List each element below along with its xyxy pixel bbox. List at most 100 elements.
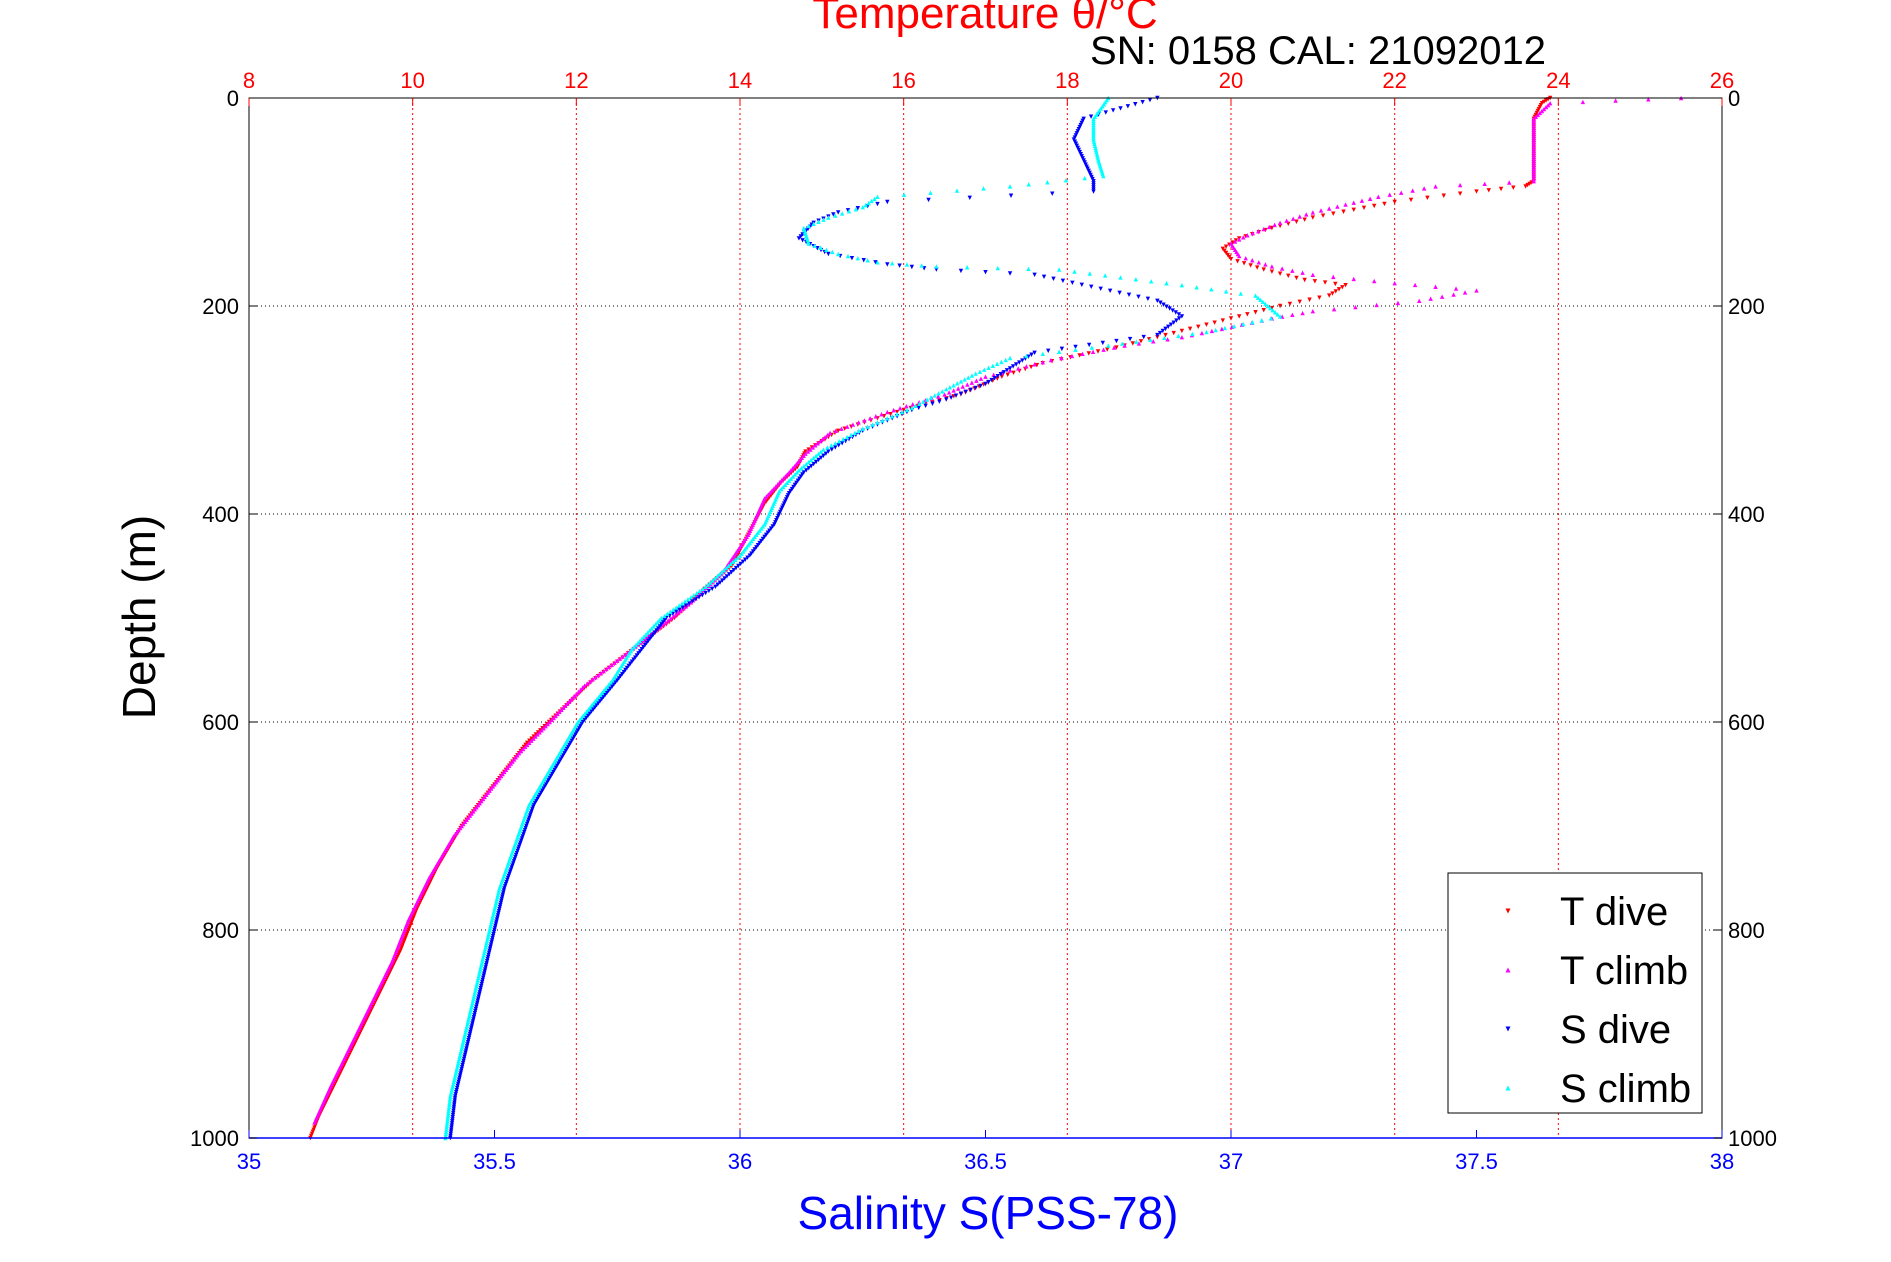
data-point bbox=[901, 192, 907, 197]
data-point bbox=[1098, 286, 1103, 291]
data-point bbox=[875, 420, 880, 425]
data-point bbox=[804, 461, 809, 467]
data-point bbox=[1222, 325, 1228, 331]
data-point bbox=[1194, 285, 1199, 290]
data-point bbox=[728, 561, 734, 567]
data-point bbox=[1248, 263, 1253, 268]
data-point bbox=[444, 1121, 450, 1126]
data-point bbox=[685, 597, 691, 602]
data-point bbox=[775, 482, 780, 487]
data-point bbox=[1451, 292, 1456, 297]
data-point bbox=[1007, 271, 1013, 276]
data-point bbox=[677, 607, 682, 612]
data-point bbox=[705, 582, 711, 587]
data-point bbox=[964, 265, 970, 270]
data-point bbox=[1008, 193, 1014, 198]
data-point bbox=[1236, 253, 1242, 259]
data-point bbox=[855, 206, 861, 211]
data-point bbox=[1010, 364, 1016, 369]
data-point bbox=[1287, 301, 1293, 307]
data-point bbox=[1253, 293, 1258, 298]
data-point bbox=[1269, 269, 1275, 274]
data-point bbox=[445, 1115, 451, 1120]
data-point bbox=[733, 565, 739, 571]
data-point bbox=[937, 399, 942, 404]
data-point bbox=[875, 194, 880, 199]
top-tick-label: 10 bbox=[400, 68, 424, 93]
data-point bbox=[946, 390, 952, 395]
data-point bbox=[1041, 274, 1047, 279]
data-point bbox=[722, 576, 727, 581]
data-point bbox=[1204, 329, 1209, 335]
data-point bbox=[1174, 318, 1179, 323]
data-point bbox=[913, 403, 918, 409]
data-point bbox=[831, 212, 836, 217]
data-point bbox=[1261, 226, 1266, 232]
data-point bbox=[1103, 110, 1108, 115]
data-point bbox=[683, 603, 689, 608]
data-point bbox=[812, 243, 817, 248]
y-tick-label-right: 200 bbox=[1728, 294, 1765, 319]
data-point bbox=[599, 690, 605, 696]
data-point bbox=[1059, 355, 1064, 361]
data-point bbox=[1082, 175, 1087, 181]
data-point bbox=[1024, 353, 1029, 359]
data-point bbox=[808, 457, 814, 463]
data-point bbox=[840, 436, 846, 442]
data-point bbox=[1525, 182, 1530, 188]
data-point bbox=[1297, 214, 1302, 219]
data-point bbox=[1212, 320, 1217, 325]
data-point bbox=[904, 262, 910, 267]
data-point bbox=[981, 186, 986, 191]
data-point bbox=[1105, 347, 1110, 352]
data-point bbox=[827, 430, 833, 436]
data-point bbox=[1045, 180, 1050, 185]
data-point bbox=[804, 468, 809, 473]
data-point bbox=[647, 628, 652, 633]
y-tick-label-left: 200 bbox=[202, 294, 239, 319]
data-point bbox=[818, 449, 824, 454]
data-point bbox=[587, 679, 593, 684]
data-point bbox=[444, 1127, 449, 1132]
data-point bbox=[962, 377, 967, 382]
data-point bbox=[1351, 276, 1356, 282]
data-point bbox=[956, 386, 961, 391]
data-point bbox=[806, 241, 811, 246]
data-point bbox=[1167, 306, 1172, 311]
top-tick-label: 24 bbox=[1546, 68, 1570, 93]
data-point bbox=[686, 602, 691, 607]
bottom-tick-label: 36 bbox=[728, 1149, 752, 1174]
data-point bbox=[696, 595, 702, 600]
data-point bbox=[897, 405, 903, 411]
data-point bbox=[1020, 358, 1025, 363]
data-point bbox=[535, 732, 540, 737]
data-point bbox=[606, 664, 612, 670]
data-point bbox=[1130, 341, 1135, 346]
data-point bbox=[1310, 210, 1316, 215]
data-point bbox=[1408, 197, 1414, 203]
data-point bbox=[610, 678, 615, 683]
data-point bbox=[1059, 346, 1065, 352]
data-point bbox=[595, 673, 601, 678]
data-point bbox=[1486, 188, 1491, 193]
data-point bbox=[936, 394, 941, 399]
data-point bbox=[1297, 299, 1302, 305]
data-point bbox=[816, 451, 821, 456]
data-point bbox=[788, 468, 794, 473]
y-tick-label-left: 1000 bbox=[190, 1126, 239, 1151]
data-point bbox=[1318, 208, 1324, 213]
data-point bbox=[790, 466, 795, 471]
data-point bbox=[1157, 330, 1163, 336]
data-point bbox=[783, 474, 788, 479]
data-point bbox=[794, 461, 799, 467]
data-point bbox=[1160, 328, 1166, 334]
data-point bbox=[800, 238, 805, 243]
data-point bbox=[934, 264, 939, 269]
data-point bbox=[1245, 233, 1250, 238]
data-point bbox=[577, 717, 582, 723]
data-point bbox=[580, 713, 586, 718]
data-point bbox=[1410, 188, 1415, 193]
data-point bbox=[1250, 320, 1255, 325]
data-point bbox=[968, 387, 973, 393]
data-point bbox=[703, 584, 708, 589]
